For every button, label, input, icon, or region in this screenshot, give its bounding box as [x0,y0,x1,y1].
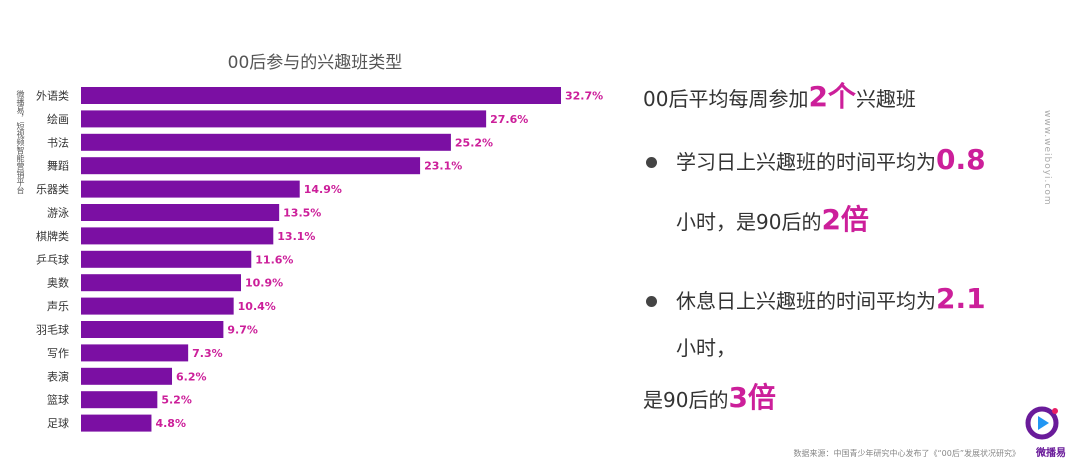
bar [81,133,451,151]
bar [81,344,189,362]
bar [81,414,152,432]
value-label: 9.7% [227,324,258,337]
source-note: 数据来源：中国青少年研究中心发布了《“00后”发展状况研究》 [793,449,1020,458]
category-label: 足球 [47,416,69,430]
point1-number: 0.8 [936,143,986,176]
value-label: 4.8% [155,417,186,430]
value-label: 23.1% [424,160,462,173]
point2-text: 休息日上兴趣班的时间平均为 [676,289,936,313]
bar [81,87,561,104]
bar [81,204,280,221]
value-label: 10.4% [238,300,276,313]
category-label: 外语类 [36,89,69,103]
summary-headline: 00后平均每周参加2个兴趣班 [643,75,916,115]
headline-text: 00后平均每周参加 [643,87,809,111]
logo-text: 微播易 [1036,448,1066,459]
watermark-url: www.weiboyi.com [1042,110,1052,206]
value-label: 7.3% [192,347,223,360]
value-label: 11.6% [255,253,293,266]
point1-text: 学习日上兴趣班的时间平均为 [676,150,936,174]
category-label: 写作 [47,347,69,360]
category-label: 表演 [47,369,69,383]
bullet-icon [646,296,657,307]
point2-number: 2.1 [936,282,986,315]
value-label: 6.2% [176,370,207,383]
value-label: 27.6% [490,113,528,126]
category-label: 羽毛球 [36,323,69,337]
point2-line2: 小时， [676,336,736,360]
bullet-icon [646,157,657,168]
bar [81,227,274,245]
category-label: 棋牌类 [36,229,69,243]
point2-line3: 是90后的3倍 [643,376,776,416]
value-label: 14.9% [304,183,342,196]
weiboyi-logo-icon [1025,406,1059,440]
value-label: 13.5% [283,207,321,220]
point2-text3: 是90后的 [643,388,729,412]
value-label: 13.1% [277,230,315,243]
headline-suffix: 兴趣班 [855,87,916,111]
chart-title: 00后参与的兴趣班类型 [227,53,403,73]
bar [81,157,421,175]
bar [81,367,173,385]
value-label: 25.2% [455,136,493,149]
category-label: 绘画 [47,112,69,126]
category-label: 乒乓球 [36,252,69,266]
point1-multiple: 2倍 [821,203,869,236]
value-label: 10.9% [245,277,283,290]
bar-chart: 外语类 32.7% 绘画 27.6% 书法 25.2% 舞蹈 23.1% 乐器类 14.9% 游泳 1… [36,87,603,432]
category-label: 书法 [47,135,69,149]
value-label: 32.7% [565,90,603,103]
point1-text2: 小时，是90后的 [676,210,822,234]
point1-line1: 学习日上兴趣班的时间平均为0.8 [676,143,986,176]
bar [81,321,224,338]
headline-number: 2个 [808,80,856,113]
side-brand-label: 微播易，短视频智能营销平台 [16,90,25,194]
point2-multiple: 3倍 [728,381,776,414]
bar [81,110,487,128]
point2-line1: 休息日上兴趣班的时间平均为2.1 [676,282,986,315]
category-label: 游泳 [47,206,69,220]
category-label: 篮球 [47,393,69,407]
bar [81,180,300,198]
value-label: 5.2% [161,394,192,407]
category-label: 乐器类 [36,182,69,196]
category-label: 声乐 [47,299,69,313]
category-label: 舞蹈 [47,160,69,173]
point1-line2: 小时，是90后的2倍 [676,198,869,238]
bar [81,250,252,268]
bar [81,274,241,292]
bar [81,391,158,409]
category-label: 奥数 [47,276,69,290]
bar [81,297,234,315]
